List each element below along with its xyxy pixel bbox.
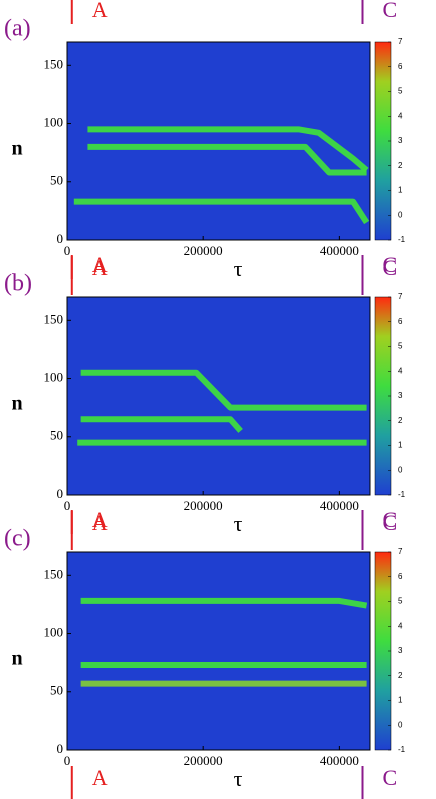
marker-label: C <box>383 510 398 535</box>
x-tick-label: 0 <box>64 243 71 258</box>
colorbar-tick-label: 2 <box>398 161 403 170</box>
colorbar-tick-label: 4 <box>398 621 403 630</box>
colorbar-tick-label: 5 <box>398 87 403 96</box>
marker-label: A <box>92 765 108 790</box>
x-tick-label: 200000 <box>184 243 223 258</box>
x-axis-label: τ <box>234 766 243 791</box>
y-tick-label: 100 <box>44 625 64 640</box>
y-tick-label: 150 <box>44 311 64 326</box>
x-axis-label: τ <box>234 256 243 281</box>
x-tick-label: 400000 <box>320 498 359 513</box>
band <box>87 143 367 176</box>
colorbar-tick-label: 0 <box>398 465 403 474</box>
x-tick-label: 0 <box>64 498 71 513</box>
colorbar-tick-label: 3 <box>398 646 403 655</box>
x-tick-label: 200000 <box>184 753 223 768</box>
marker-label: A <box>92 252 108 277</box>
band <box>87 126 369 173</box>
colorbar-tick-label: 6 <box>398 317 403 326</box>
marker-label: A <box>92 510 108 535</box>
colorbar-tick-label: 3 <box>398 391 403 400</box>
y-tick-label: 50 <box>50 173 63 188</box>
band <box>73 198 370 225</box>
band <box>80 369 367 411</box>
marker-label: A <box>92 255 108 280</box>
marker-label: C <box>383 0 398 22</box>
panel-label: (a) <box>4 16 31 42</box>
colorbar-tick-label: 6 <box>398 62 403 71</box>
plot-frame <box>66 41 371 241</box>
marker-label: A <box>92 0 108 22</box>
panel-label: (b) <box>4 271 32 297</box>
colorbar-tick-label: 1 <box>398 441 403 450</box>
plot-frame <box>66 296 371 496</box>
y-tick-label: 150 <box>44 566 64 581</box>
panel: 0 50 100 150 0 200000 400000 τ n (a) -1 0 1 2 3 4 5 6 7 A A C… <box>4 0 406 295</box>
colorbar-tick-label: 2 <box>398 671 403 680</box>
colorbar-tick-label: -1 <box>398 490 406 499</box>
y-tick-label: 0 <box>57 741 64 756</box>
heatmap-background <box>67 42 370 240</box>
y-axis-label: n <box>11 393 22 415</box>
colorbar-tick-label: 7 <box>398 292 403 301</box>
y-tick-label: 50 <box>50 428 63 443</box>
band <box>80 416 243 433</box>
marker-label: C <box>383 507 398 532</box>
x-tick-label: 400000 <box>320 753 359 768</box>
colorbar-tick-label: -1 <box>398 745 406 754</box>
panel-label: (c) <box>4 526 31 552</box>
colorbar-tick-label: 0 <box>398 210 403 219</box>
x-tick-label: 200000 <box>184 498 223 513</box>
colorbar-tick-label: 7 <box>398 547 403 556</box>
band <box>80 597 368 609</box>
colorbar-tick-label: 7 <box>398 37 403 46</box>
colorbar-tick-label: 0 <box>398 720 403 729</box>
y-tick-label: 100 <box>44 370 64 385</box>
colorbar-tick-label: 2 <box>398 416 403 425</box>
y-tick-label: 100 <box>44 115 64 130</box>
y-tick-label: 150 <box>44 56 64 71</box>
y-tick-label: 0 <box>57 486 64 501</box>
colorbar-tick-label: 5 <box>398 597 403 606</box>
x-axis-label: τ <box>234 511 243 536</box>
colorbar-tick-label: -1 <box>398 235 406 244</box>
marker-label: C <box>383 765 398 790</box>
marker-label: C <box>383 255 398 280</box>
panel: 0 50 100 150 0 200000 400000 τ n (c) -1 0 1 2 3 4 5 6 7 A A C… <box>4 507 406 799</box>
colorbar-tick-label: 3 <box>398 136 403 145</box>
x-tick-label: 400000 <box>320 243 359 258</box>
marker-label: C <box>383 252 398 277</box>
colorbar-tick-label: 5 <box>398 342 403 351</box>
y-axis-label: n <box>11 648 22 670</box>
colorbar-tick-label: 1 <box>398 186 403 195</box>
y-axis-label: n <box>11 138 22 160</box>
colorbar-tick-label: 4 <box>398 111 403 120</box>
plot-frame <box>66 551 371 751</box>
panel: 0 50 100 150 0 200000 400000 τ n (b) -1 0 1 2 3 4 5 6 7 A A C… <box>4 252 406 550</box>
marker-label: A <box>92 507 108 532</box>
colorbar-tick-label: 1 <box>398 696 403 705</box>
x-tick-label: 0 <box>64 753 71 768</box>
y-tick-label: 50 <box>50 683 63 698</box>
y-tick-label: 0 <box>57 231 64 246</box>
colorbar-tick-label: 4 <box>398 366 403 375</box>
heatmap-background <box>67 552 370 750</box>
colorbar-tick-label: 6 <box>398 572 403 581</box>
